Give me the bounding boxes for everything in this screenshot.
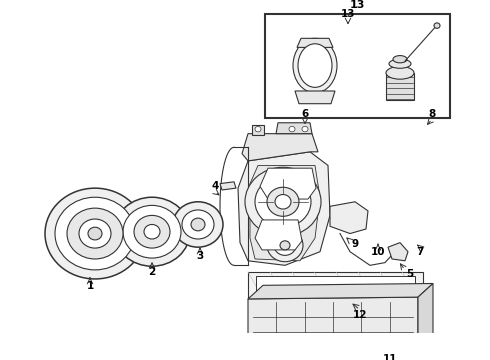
Polygon shape xyxy=(260,168,316,199)
Text: 2: 2 xyxy=(148,267,156,277)
Text: 6: 6 xyxy=(301,109,309,119)
Polygon shape xyxy=(388,243,408,261)
Ellipse shape xyxy=(386,67,414,79)
Polygon shape xyxy=(220,182,236,190)
Polygon shape xyxy=(297,38,333,48)
Ellipse shape xyxy=(297,344,318,354)
Circle shape xyxy=(45,188,145,279)
Text: 12: 12 xyxy=(353,310,367,320)
Circle shape xyxy=(123,206,181,258)
Text: 11: 11 xyxy=(383,354,397,360)
Circle shape xyxy=(182,210,214,239)
Circle shape xyxy=(255,126,261,132)
Polygon shape xyxy=(238,152,330,265)
Ellipse shape xyxy=(393,55,407,63)
Polygon shape xyxy=(295,91,335,104)
Polygon shape xyxy=(248,297,418,352)
Circle shape xyxy=(289,126,295,132)
Circle shape xyxy=(144,225,160,239)
Text: 7: 7 xyxy=(416,247,424,257)
Circle shape xyxy=(267,229,303,262)
Polygon shape xyxy=(330,202,368,234)
Circle shape xyxy=(434,23,440,28)
Bar xyxy=(386,73,414,100)
Circle shape xyxy=(55,197,135,270)
Circle shape xyxy=(245,167,321,236)
Circle shape xyxy=(114,197,190,266)
Bar xyxy=(256,276,415,294)
Ellipse shape xyxy=(389,59,411,68)
Circle shape xyxy=(79,219,111,248)
Polygon shape xyxy=(276,123,312,134)
Ellipse shape xyxy=(298,44,332,87)
Polygon shape xyxy=(255,220,302,250)
Polygon shape xyxy=(418,283,433,352)
Ellipse shape xyxy=(293,38,337,93)
Text: 9: 9 xyxy=(351,239,359,249)
Text: 5: 5 xyxy=(406,269,414,279)
Polygon shape xyxy=(242,134,318,161)
Text: 4: 4 xyxy=(211,181,219,191)
Bar xyxy=(248,272,423,299)
Circle shape xyxy=(191,218,205,231)
Text: 3: 3 xyxy=(196,251,204,261)
Polygon shape xyxy=(248,283,433,299)
Circle shape xyxy=(255,176,311,227)
Circle shape xyxy=(275,194,291,209)
Circle shape xyxy=(67,208,123,259)
Circle shape xyxy=(173,202,223,247)
Polygon shape xyxy=(250,166,320,261)
Text: 8: 8 xyxy=(428,109,436,119)
Text: 1: 1 xyxy=(86,281,94,291)
Text: 10: 10 xyxy=(371,247,385,257)
Circle shape xyxy=(274,235,296,255)
Text: 13: 13 xyxy=(341,9,355,19)
Circle shape xyxy=(267,187,299,216)
Bar xyxy=(265,14,450,118)
Circle shape xyxy=(280,241,290,250)
Circle shape xyxy=(302,126,308,132)
Circle shape xyxy=(134,215,170,248)
Circle shape xyxy=(88,227,102,240)
Text: 13: 13 xyxy=(350,0,365,10)
Polygon shape xyxy=(252,125,264,135)
